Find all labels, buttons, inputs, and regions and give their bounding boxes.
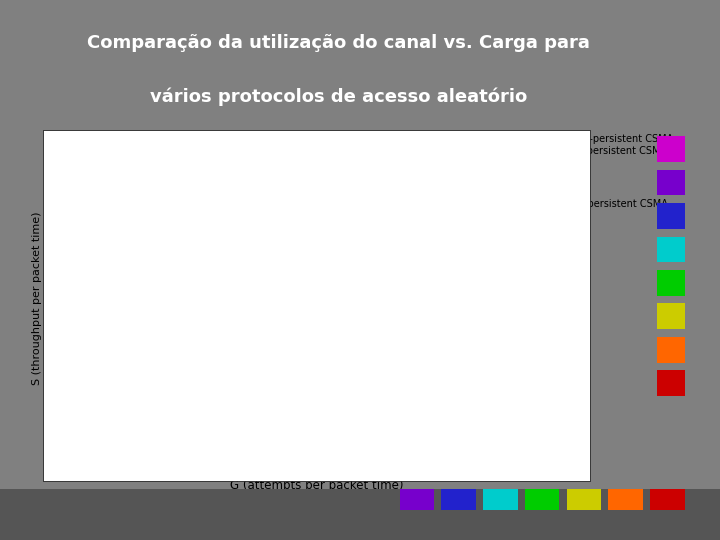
Text: 11/6/2020: 11/6/2020 [22, 508, 90, 521]
Text: vários protocolos de acesso aleatório: vários protocolos de acesso aleatório [150, 88, 527, 106]
Y-axis label: S (throughput per packet time): S (throughput per packet time) [32, 212, 42, 385]
X-axis label: G (attempts per packet time): G (attempts per packet time) [230, 480, 403, 492]
Text: 0.01-persistent CSMA: 0.01-persistent CSMA [568, 134, 673, 144]
Text: 1-persistent
CSMA: 1-persistent CSMA [228, 352, 315, 386]
Text: Slotted
ALOHA: Slotted ALOHA [138, 320, 194, 341]
Text: Nonpersistent CSMA: Nonpersistent CSMA [568, 199, 668, 208]
Text: 21: 21 [681, 508, 698, 521]
Text: 0.5-persistent
CSMA: 0.5-persistent CSMA [194, 176, 300, 281]
Text: 0.1-persistent CSMA: 0.1-persistent CSMA [568, 146, 667, 157]
Text: Pure
ALOHA: Pure ALOHA [111, 375, 168, 400]
Text: Redes Industriais - R. C. Betini: Redes Industriais - R. C. Betini [260, 508, 460, 521]
Text: Comparação da utilização do canal vs. Carga para: Comparação da utilização do canal vs. Ca… [87, 34, 590, 52]
